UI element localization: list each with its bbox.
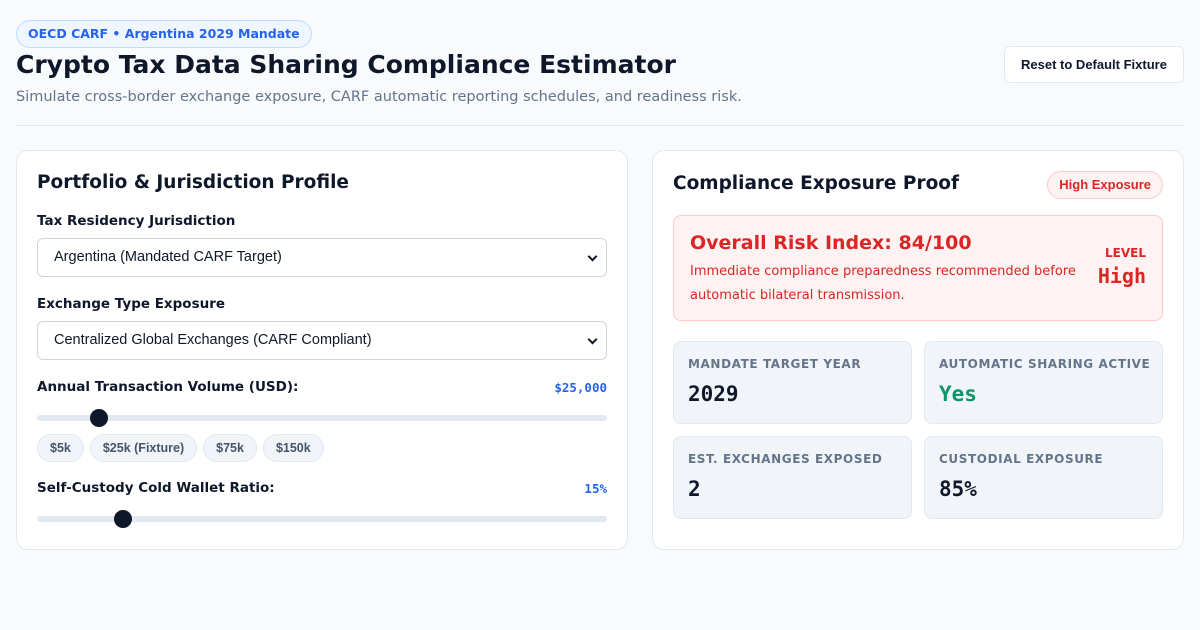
custody-label: Self-Custody Cold Wallet Ratio: [37, 480, 275, 496]
chevron-down-icon [587, 334, 598, 345]
exchange-select[interactable]: Centralized Global Exchanges (CARF Compl… [37, 321, 607, 360]
page-subtitle: Simulate cross-border exchange exposure,… [16, 89, 742, 105]
profile-card-title: Portfolio & Jurisdiction Profile [37, 172, 349, 193]
residency-label: Tax Residency Jurisdiction [37, 213, 236, 229]
preset-25k-button[interactable]: $25k (Fixture) [89, 434, 198, 462]
stat-label: AUTOMATIC SHARING ACTIVE [939, 357, 1151, 371]
stat-value: 2029 [688, 382, 739, 406]
custody-value: 15% [584, 481, 607, 496]
risk-index: Overall Risk Index: 84/100 [690, 232, 972, 254]
volume-slider-thumb[interactable] [90, 409, 109, 427]
stat-value: 2 [688, 477, 701, 501]
volume-slider[interactable] [37, 409, 607, 427]
volume-value: $25,000 [554, 380, 607, 395]
preset-75k-button[interactable]: $75k [203, 434, 257, 462]
preset-5k-button[interactable]: $5k [37, 434, 84, 462]
page-header: OECD CARF • Argentina 2029 Mandate Crypt… [16, 20, 1184, 126]
volume-presets: $5k $25k (Fixture) $75k $150k [37, 434, 324, 462]
risk-summary: Overall Risk Index: 84/100 Immediate com… [673, 215, 1163, 321]
risk-description: Immediate compliance preparedness recomm… [690, 264, 1076, 303]
stat-label: EST. EXCHANGES EXPOSED [688, 452, 883, 466]
volume-label: Annual Transaction Volume (USD): [37, 379, 299, 395]
profile-card: Portfolio & Jurisdiction Profile Tax Res… [16, 150, 628, 550]
stat-custodial-exposure: CUSTODIAL EXPOSURE 85% [924, 436, 1163, 519]
stat-label: CUSTODIAL EXPOSURE [939, 452, 1104, 466]
proof-card: Compliance Exposure Proof High Exposure … [652, 150, 1184, 550]
chevron-down-icon [587, 251, 598, 262]
reset-button[interactable]: Reset to Default Fixture [1004, 46, 1184, 83]
custody-slider-thumb[interactable] [113, 510, 132, 528]
exposure-badge: High Exposure [1047, 171, 1163, 199]
stat-sharing-active: AUTOMATIC SHARING ACTIVE Yes [924, 341, 1163, 424]
page-title: Crypto Tax Data Sharing Compliance Estim… [16, 50, 676, 79]
exchange-label: Exchange Type Exposure [37, 296, 226, 312]
custody-slider[interactable] [37, 510, 607, 528]
stat-label: MANDATE TARGET YEAR [688, 357, 862, 371]
exchange-selected-value: Centralized Global Exchanges (CARF Compl… [54, 332, 372, 348]
stat-mandate-year: MANDATE TARGET YEAR 2029 [673, 341, 912, 424]
stat-value: Yes [939, 382, 977, 406]
residency-select[interactable]: Argentina (Mandated CARF Target) [37, 238, 607, 277]
level-value: High [1097, 264, 1146, 288]
proof-card-title: Compliance Exposure Proof [673, 173, 960, 194]
residency-selected-value: Argentina (Mandated CARF Target) [54, 249, 282, 265]
stat-exchanges-exposed: EST. EXCHANGES EXPOSED 2 [673, 436, 912, 519]
level-label: LEVEL [1105, 246, 1146, 260]
stat-value: 85% [939, 477, 977, 501]
preset-150k-button[interactable]: $150k [262, 434, 324, 462]
mandate-pill: OECD CARF • Argentina 2029 Mandate [16, 20, 312, 48]
